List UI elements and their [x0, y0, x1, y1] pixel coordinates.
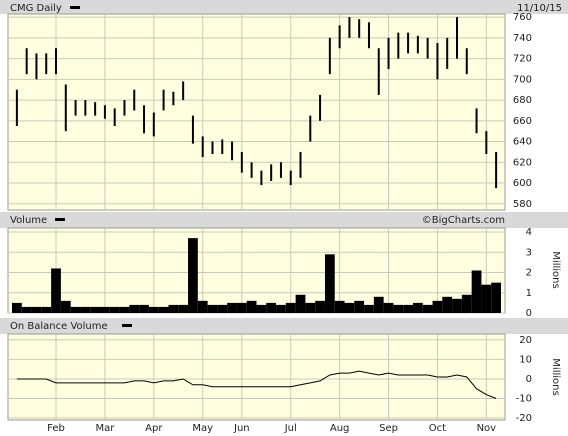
- y-tick-label: 0: [526, 308, 532, 319]
- volume-bar: [90, 306, 101, 313]
- y-tick-label: 600: [513, 178, 532, 189]
- volume-bar: [100, 306, 110, 313]
- volume-bar: [354, 300, 365, 313]
- volume-bar: [481, 284, 492, 313]
- legend-icon: [55, 218, 65, 221]
- volume-bar: [266, 302, 277, 313]
- header-bar: [0, 212, 568, 228]
- volume-bar: [246, 300, 257, 313]
- y-tick-label: 700: [513, 74, 532, 85]
- volume-bar: [207, 304, 218, 313]
- volume-bar: [344, 302, 355, 313]
- volume-bar: [70, 306, 81, 313]
- volume-bar: [422, 304, 433, 313]
- volume-bar: [12, 302, 22, 313]
- y-tick-label: 680: [513, 95, 532, 106]
- y-tick-label: -20: [516, 413, 532, 424]
- volume-bar: [129, 304, 140, 313]
- x-tick-label: Mar: [95, 423, 115, 434]
- x-tick-label: May: [192, 423, 213, 434]
- volume-bar: [491, 282, 501, 313]
- volume-bar: [432, 300, 443, 313]
- y-axis-label: Millions: [550, 251, 561, 288]
- volume-bar: [227, 302, 237, 313]
- header-bar: [0, 0, 568, 14]
- y-tick-label: 1: [526, 288, 532, 299]
- legend-icon: [122, 324, 132, 327]
- volume-bar: [178, 304, 189, 313]
- x-tick-label: Aug: [330, 423, 350, 434]
- volume-bar: [403, 304, 413, 313]
- volume-bar: [217, 304, 228, 313]
- panel-title: On Balance Volume: [10, 321, 108, 332]
- volume-bar: [315, 300, 325, 313]
- volume-bar: [60, 300, 71, 313]
- y-tick-label: 4: [526, 227, 532, 238]
- x-tick-label: Sep: [379, 423, 398, 434]
- volume-bar: [109, 306, 120, 313]
- y-tick-label: 740: [513, 33, 532, 44]
- volume-bar: [295, 294, 306, 313]
- y-tick-label: 640: [513, 137, 532, 148]
- date-label: 11/10/15: [517, 3, 562, 14]
- volume-bar: [148, 306, 159, 313]
- volume-bar: [364, 304, 374, 313]
- volume-bar: [31, 306, 42, 313]
- volume-bar: [452, 298, 462, 313]
- panel-title: Volume: [10, 215, 47, 226]
- volume-bar: [188, 238, 198, 313]
- volume-bar: [383, 302, 394, 313]
- x-tick-label: Nov: [477, 423, 497, 434]
- y-tick-label: 620: [513, 157, 532, 168]
- chart-title: CMG Daily: [10, 3, 62, 14]
- volume-bar: [119, 306, 130, 313]
- x-tick-label: Jul: [284, 423, 297, 434]
- x-tick-label: Oct: [429, 423, 446, 434]
- volume-bar: [21, 306, 32, 313]
- y-tick-label: 720: [513, 54, 532, 65]
- volume-bar: [442, 296, 453, 313]
- legend-icon: [70, 6, 80, 9]
- y-tick-label: 3: [526, 247, 532, 258]
- header-bar: [0, 318, 568, 334]
- volume-bar: [51, 268, 61, 313]
- volume-bar: [334, 300, 345, 313]
- x-tick-label: Jun: [233, 423, 250, 434]
- volume-bar: [236, 302, 247, 313]
- x-tick-label: Apr: [145, 423, 163, 434]
- plot-area: [7, 333, 506, 421]
- y-tick-label: 0: [526, 374, 532, 385]
- volume-bar: [461, 294, 472, 313]
- volume-bar: [197, 300, 208, 313]
- obv-line: [16, 370, 497, 399]
- volume-bar: [471, 270, 482, 313]
- volume-bar: [285, 302, 296, 313]
- y-tick-label: 10: [519, 354, 532, 365]
- y-tick-label: 2: [526, 268, 532, 279]
- volume-bar: [324, 254, 335, 313]
- volume-bar: [80, 306, 91, 313]
- source-label: ©BigCharts.com: [422, 215, 505, 226]
- y-tick-label: 760: [513, 12, 532, 23]
- x-tick-label: Feb: [47, 423, 65, 434]
- volume-bar: [158, 306, 169, 313]
- y-tick-label: -10: [516, 394, 532, 405]
- y-axis-label: Millions: [550, 358, 561, 395]
- volume-bar: [41, 306, 52, 313]
- volume-bar: [393, 304, 404, 313]
- y-tick-label: 20: [519, 335, 532, 346]
- volume-bar: [256, 304, 267, 313]
- plot-area: [7, 13, 506, 211]
- volume-bar: [168, 304, 179, 313]
- volume-bar: [276, 304, 286, 313]
- volume-bar: [305, 302, 316, 313]
- volume-bar: [373, 296, 384, 313]
- plot-area: [7, 227, 506, 314]
- volume-bar: [139, 304, 149, 313]
- y-tick-label: 660: [513, 116, 532, 127]
- y-tick-label: 580: [513, 199, 532, 210]
- volume-bar: [412, 302, 423, 313]
